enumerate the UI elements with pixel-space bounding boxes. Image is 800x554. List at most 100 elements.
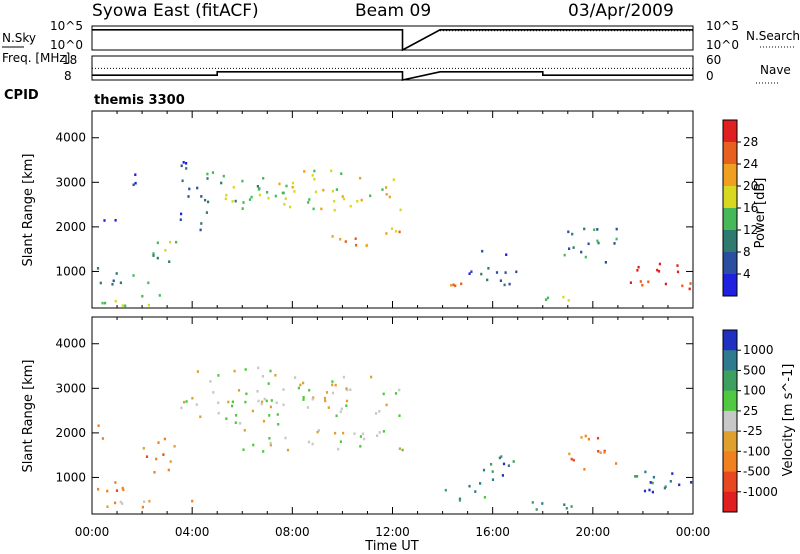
nsky-panel: N.Sky 10^5 10^0 10^5 10^0 N.Search [2, 19, 800, 52]
echo-cell [468, 484, 471, 488]
colorbar-tick-label: 20 [743, 179, 758, 193]
echo-cell [320, 207, 323, 211]
echo-cell [291, 181, 295, 185]
echo-cell [324, 399, 327, 403]
echo-cell [243, 429, 246, 432]
echo-cell [258, 193, 261, 197]
echo-cell [269, 369, 272, 373]
echo-cell [294, 376, 297, 379]
echo-cell [331, 235, 334, 238]
echo-cell [499, 279, 502, 282]
echo-cell [636, 269, 639, 272]
echo-cell [263, 397, 266, 401]
echo-cell [649, 481, 652, 484]
echo-cell [121, 304, 124, 307]
echo-cell [603, 451, 606, 454]
echo-cell [641, 283, 644, 287]
echo-cell [458, 497, 462, 501]
ytick-label: 2000 [55, 220, 86, 234]
colorbar-cell [723, 451, 737, 473]
ytick-label: 1000 [55, 264, 86, 278]
echo-cell [277, 423, 280, 426]
echo-cell [385, 403, 388, 407]
colorbar-tick-label: 25 [743, 404, 758, 418]
colorbar-tick-label: 500 [743, 363, 766, 377]
colorbar-tick-label: -100 [743, 444, 770, 458]
echo-cell [282, 388, 285, 391]
echo-cell [629, 281, 632, 284]
echo-cell [308, 198, 311, 201]
echo-cell [531, 501, 534, 504]
echo-cell [121, 486, 124, 490]
echo-cell [276, 413, 279, 416]
echo-cell [398, 230, 401, 234]
echo-cell [152, 254, 155, 257]
echo-cell [260, 402, 263, 406]
echo-cell [596, 436, 600, 440]
echo-cell [285, 184, 288, 188]
echo-cell [185, 167, 188, 170]
echo-cell [248, 198, 252, 201]
echo-cell [643, 489, 647, 493]
echo-cell [596, 228, 599, 231]
echo-cell [664, 485, 667, 488]
echo-cell [99, 281, 102, 285]
echo-cell [283, 203, 286, 206]
colorbar-cell [723, 252, 737, 275]
echo-cell [181, 179, 184, 183]
echo-cell [570, 457, 573, 461]
echo-cell [153, 471, 156, 474]
echo-cell [278, 182, 281, 186]
echo-cell [147, 303, 150, 307]
colorbar-cell [723, 274, 737, 297]
colorbar-cell [723, 350, 737, 371]
echo-cell [220, 181, 223, 185]
echo-cell [346, 388, 349, 392]
echo-cell [571, 232, 574, 236]
colorbar-cell [723, 390, 737, 412]
nave-tick-bottom: 0 [706, 69, 714, 83]
echo-cell [217, 411, 220, 415]
echo-cell [568, 247, 571, 250]
echo-cell [454, 284, 457, 288]
echo-cell [369, 194, 372, 198]
ytick-label: 3000 [55, 175, 86, 189]
echo-cell [275, 401, 278, 405]
echo-cell [211, 171, 215, 174]
echo-cell [119, 281, 122, 285]
echo-cell [587, 242, 590, 246]
echo-cell [244, 400, 247, 404]
echo-cell [681, 284, 684, 288]
colorbar-cell [723, 431, 737, 452]
echo-cell [257, 399, 260, 403]
echo-cell [313, 177, 316, 181]
echo-cell [302, 396, 305, 399]
echo-cell [101, 301, 104, 305]
echo-cell [258, 187, 261, 190]
xtick-label: 00:00 [75, 525, 110, 539]
colorbar-cell [723, 491, 737, 513]
echo-cell [634, 475, 637, 478]
echo-cell [378, 431, 381, 434]
echo-cell [115, 272, 118, 275]
beam-title: Beam 09 [355, 1, 431, 21]
echo-cell [615, 227, 618, 231]
echo-cell [491, 478, 495, 481]
echo-cell [546, 296, 550, 300]
xtick-label: 08:00 [275, 525, 310, 539]
echo-cell [335, 188, 338, 191]
colorbar-cell [723, 370, 737, 392]
echo-cell [381, 188, 384, 191]
echo-cell [289, 205, 292, 209]
nsearch-label: N.Search [746, 29, 800, 43]
echo-cell [584, 434, 587, 438]
xtick-label: 12:00 [375, 525, 410, 539]
echo-cell [311, 174, 314, 177]
echo-cell [312, 207, 315, 211]
echo-cell [323, 396, 327, 400]
velocity-panel: 1000 2000 3000 4000 Slant Range [km] 1000 50… [21, 316, 796, 554]
echo-cell [145, 455, 149, 458]
colorbar-tick-label: 1000 [743, 343, 774, 357]
echo-cell [342, 375, 345, 379]
ytick-label: 2000 [55, 426, 86, 440]
